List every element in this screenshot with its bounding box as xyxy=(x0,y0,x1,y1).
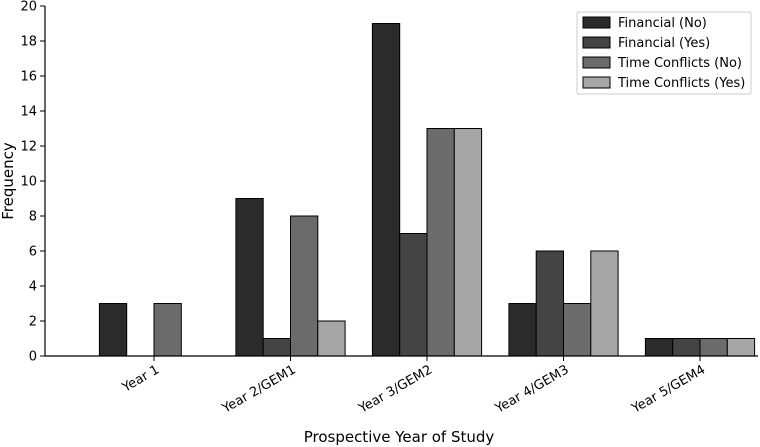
y-tick-label: 2 xyxy=(29,315,37,330)
y-tick-label: 12 xyxy=(20,140,37,155)
bar xyxy=(426,128,455,357)
x-tick-label: Year 4/GEM3 xyxy=(492,362,571,417)
y-tick-label: 4 xyxy=(29,280,37,295)
y-tick-label: 8 xyxy=(29,210,37,225)
bar xyxy=(508,303,537,357)
bar xyxy=(371,23,401,357)
bar xyxy=(672,338,701,357)
y-tick-label: 16 xyxy=(20,70,37,85)
bar xyxy=(453,128,483,357)
bar xyxy=(644,338,674,357)
bar xyxy=(590,250,619,357)
bars-group xyxy=(98,23,756,357)
legend-label: Time Conflicts (Yes) xyxy=(617,76,745,91)
x-ticks-group: Year 1 Year 2/GEM1 Year 3/GEM2 Year 4/GEM3 Y… xyxy=(119,356,708,417)
x-axis-title: Prospective Year of Study xyxy=(304,428,495,446)
legend-label: Financial (Yes) xyxy=(618,36,710,51)
legend-box xyxy=(576,11,752,95)
legend-label: Time Conflicts (No) xyxy=(617,56,742,71)
y-tick-label: 10 xyxy=(20,175,37,190)
bar xyxy=(262,338,292,357)
bar xyxy=(153,303,182,357)
bar xyxy=(317,320,346,357)
x-tick-label: Year 2/GEM1 xyxy=(219,362,298,417)
y-tick-label: 6 xyxy=(29,245,37,260)
bar xyxy=(699,338,728,357)
y-axis-title: Frequency xyxy=(0,142,17,220)
legend-swatch xyxy=(582,56,611,69)
y-tick-label: 0 xyxy=(29,350,37,365)
x-tick-label: Year 1 xyxy=(119,362,162,395)
bar xyxy=(563,303,592,357)
y-ticks-group: 0 2 4 6 8 10 12 14 16 18 20 xyxy=(20,0,45,365)
y-tick-label: 18 xyxy=(20,35,37,50)
bar xyxy=(535,250,565,357)
legend-swatch xyxy=(582,36,611,49)
x-tick-label: Year 5/GEM4 xyxy=(629,362,708,417)
bar xyxy=(290,215,319,357)
bar xyxy=(399,233,428,357)
legend: Financial (No) Financial (Yes) Time Confli… xyxy=(576,11,752,95)
legend-swatch xyxy=(582,16,611,29)
y-tick-label: 14 xyxy=(20,105,37,120)
bar xyxy=(726,338,756,357)
legend-label: Financial (No) xyxy=(618,16,707,31)
legend-swatch xyxy=(582,76,611,89)
x-tick-label: Year 3/GEM2 xyxy=(356,362,435,417)
bar xyxy=(98,303,128,357)
y-tick-label: 20 xyxy=(20,0,37,15)
bar xyxy=(235,198,264,357)
